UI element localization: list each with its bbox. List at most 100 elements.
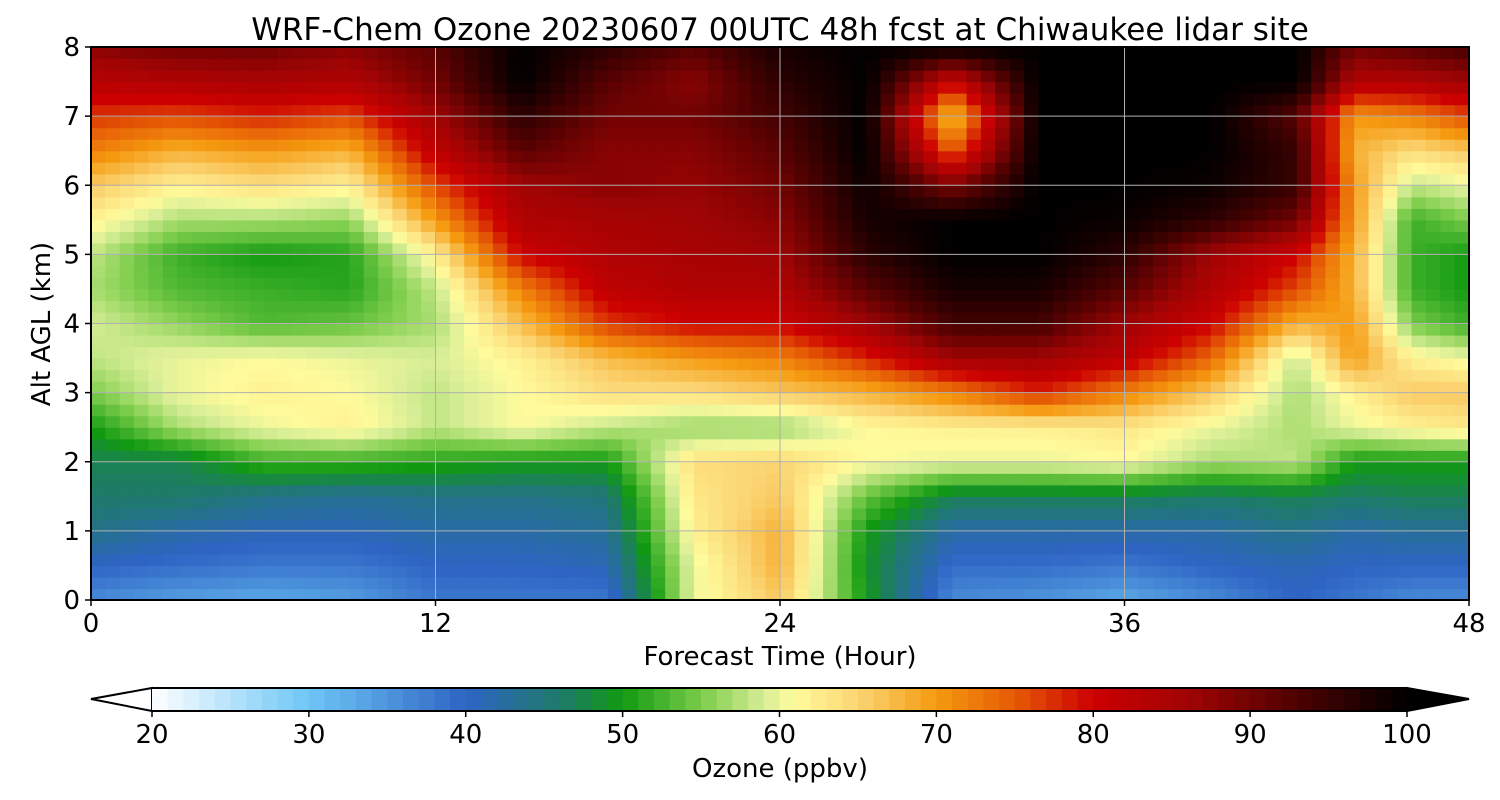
heatmap-cell xyxy=(980,484,996,497)
heatmap-cell xyxy=(277,127,293,140)
heatmap-cell xyxy=(234,139,250,152)
heatmap-cell xyxy=(1397,231,1413,244)
heatmap-cell xyxy=(650,381,666,394)
heatmap-cell xyxy=(378,473,394,486)
heatmap-cell xyxy=(1425,530,1441,543)
heatmap-cell xyxy=(736,265,752,279)
heatmap-cell xyxy=(966,358,982,371)
heatmap-cell xyxy=(363,47,379,60)
heatmap-cell xyxy=(478,392,494,405)
heatmap-cell xyxy=(1110,507,1126,520)
heatmap-cell xyxy=(636,576,652,590)
heatmap-cell xyxy=(736,461,752,474)
heatmap-cell xyxy=(823,381,839,394)
heatmap-cell xyxy=(1253,254,1269,267)
heatmap-cell xyxy=(909,496,925,509)
heatmap-cell xyxy=(234,311,250,325)
heatmap-cell xyxy=(564,116,580,129)
heatmap-cell xyxy=(1024,576,1039,590)
heatmap-cell xyxy=(1425,484,1441,497)
heatmap-cell xyxy=(866,519,882,532)
heatmap-cell xyxy=(765,335,781,348)
heatmap-cell xyxy=(1296,173,1312,186)
heatmap-cell xyxy=(1181,450,1197,463)
heatmap-cell xyxy=(1454,139,1470,152)
heatmap-cell xyxy=(980,116,996,129)
heatmap-cell xyxy=(105,323,121,336)
heatmap-cell xyxy=(105,438,121,451)
heatmap-cell xyxy=(1167,300,1183,313)
heatmap-cell xyxy=(579,185,594,198)
heatmap-cell xyxy=(708,265,724,279)
heatmap-cell xyxy=(880,507,896,520)
heatmap-cell xyxy=(1052,185,1068,198)
heatmap-cell xyxy=(535,162,551,175)
heatmap-cell xyxy=(636,461,652,474)
heatmap-cell xyxy=(837,277,853,290)
heatmap-cell xyxy=(1282,104,1298,117)
heatmap-cell xyxy=(392,219,408,232)
heatmap-cell xyxy=(1253,427,1269,440)
heatmap-cell xyxy=(378,265,394,279)
heatmap-cell xyxy=(837,392,853,405)
heatmap-cell xyxy=(607,311,623,325)
heatmap-cell xyxy=(1153,127,1169,140)
heatmap-cell xyxy=(1110,231,1126,244)
heatmap-cell xyxy=(349,47,365,60)
heatmap-cell xyxy=(1282,358,1298,371)
heatmap-cell xyxy=(291,392,307,405)
heatmap-cell xyxy=(808,542,824,555)
heatmap-cell xyxy=(622,323,638,336)
heatmap-cell xyxy=(794,58,810,71)
heatmap-cell xyxy=(306,450,322,463)
heatmap-cell xyxy=(1138,208,1154,221)
heatmap-cell xyxy=(119,323,135,336)
heatmap-cell xyxy=(780,185,795,198)
heatmap-cell xyxy=(1425,139,1441,152)
heatmap-cell xyxy=(191,150,207,163)
colorbar-segments xyxy=(152,688,1408,711)
heatmap-cell xyxy=(521,196,537,209)
heatmap-cell xyxy=(952,173,968,186)
heatmap-cell xyxy=(693,473,709,486)
heatmap-cell xyxy=(1167,369,1183,382)
heatmap-cell xyxy=(306,231,322,244)
heatmap-cell xyxy=(1354,127,1370,140)
heatmap-cell xyxy=(1397,358,1413,371)
heatmap-cell xyxy=(191,438,207,451)
heatmap-cell xyxy=(765,542,781,555)
heatmap-cell xyxy=(751,484,767,497)
heatmap-cell xyxy=(1052,496,1068,509)
heatmap-cell xyxy=(808,530,824,543)
heatmap-cell xyxy=(1411,116,1427,129)
heatmap-cell xyxy=(780,415,795,428)
heatmap-cell xyxy=(105,392,121,405)
heatmap-cell xyxy=(622,415,638,428)
heatmap-cell xyxy=(492,300,508,313)
heatmap-cell xyxy=(1311,300,1327,313)
heatmap-cell xyxy=(521,311,537,325)
heatmap-cell xyxy=(1382,116,1398,129)
heatmap-cell xyxy=(248,127,264,140)
heatmap-cell xyxy=(1124,484,1140,497)
heatmap-cell xyxy=(248,104,264,117)
heatmap-cell xyxy=(119,461,135,474)
heatmap-cell xyxy=(966,484,982,497)
heatmap-cell xyxy=(449,93,465,106)
heatmap-cell xyxy=(880,588,896,601)
heatmap-cell xyxy=(909,519,925,532)
y-tick-label: 6 xyxy=(63,171,80,201)
heatmap-cell xyxy=(349,542,365,555)
heatmap-cell xyxy=(1224,565,1240,578)
heatmap-cell xyxy=(636,473,652,486)
heatmap-cell xyxy=(880,231,896,244)
heatmap-cell xyxy=(909,323,925,336)
heatmap-cell xyxy=(579,93,594,106)
heatmap-cell xyxy=(205,116,221,129)
heatmap-cell xyxy=(1038,335,1054,348)
heatmap-cell xyxy=(708,196,724,209)
heatmap-cell xyxy=(1095,519,1111,532)
heatmap-cell xyxy=(995,496,1011,509)
heatmap-cell xyxy=(119,300,135,313)
heatmap-cell xyxy=(1325,484,1341,497)
